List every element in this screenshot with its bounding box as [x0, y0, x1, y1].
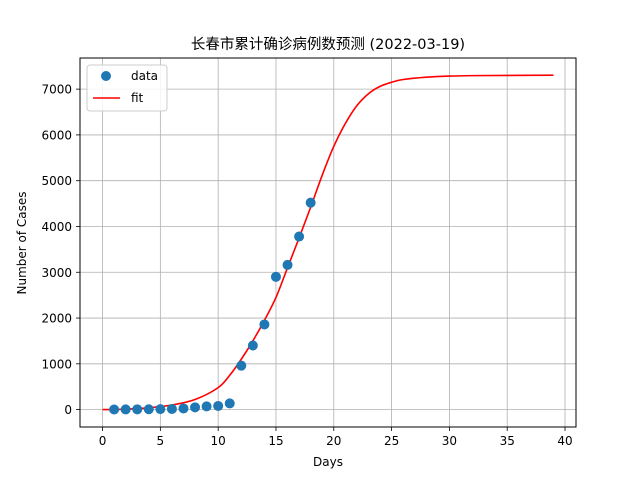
- x-axis: 0 5 10 15 20 25 30 35 40: [99, 427, 573, 448]
- data-point: [132, 404, 143, 415]
- data-point: [247, 340, 258, 351]
- data-point: [201, 401, 212, 412]
- x-tick-label: 15: [268, 434, 283, 448]
- y-tick-label: 3000: [41, 266, 72, 280]
- y-tick-label: 4000: [41, 220, 72, 234]
- y-tick-label: 6000: [41, 128, 72, 142]
- data-point: [120, 404, 131, 415]
- data-series: [109, 197, 316, 415]
- data-point: [224, 398, 235, 409]
- data-point: [305, 197, 316, 208]
- x-tick-label: 20: [326, 434, 341, 448]
- x-tick-label: 10: [211, 434, 226, 448]
- y-tick-label: 5000: [41, 174, 72, 188]
- data-point: [190, 402, 201, 413]
- data-point: [143, 404, 154, 415]
- x-axis-label: Days: [313, 455, 343, 469]
- data-point: [259, 319, 270, 330]
- data-point: [236, 360, 247, 371]
- x-tick-label: 25: [384, 434, 399, 448]
- data-point: [166, 403, 177, 414]
- data-point: [109, 404, 120, 415]
- data-point: [270, 271, 281, 282]
- data-point: [213, 400, 224, 411]
- y-tick-label: 2000: [41, 312, 72, 326]
- legend: data fit: [86, 64, 168, 112]
- y-tick-label: 0: [64, 403, 72, 417]
- grid: [80, 58, 576, 427]
- x-tick-label: 40: [557, 434, 572, 448]
- x-tick-label: 30: [442, 434, 457, 448]
- y-axis-label: Number of Cases: [15, 191, 29, 294]
- data-point: [282, 259, 293, 270]
- data-point: [294, 231, 305, 242]
- data-point: [178, 403, 189, 414]
- x-tick-label: 5: [157, 434, 165, 448]
- legend-marker-data: [101, 71, 111, 81]
- x-tick-label: 35: [500, 434, 515, 448]
- chart-title: 长春市累计确诊病例数预测 (2022-03-19): [191, 36, 465, 53]
- legend-label-fit: fit: [131, 91, 144, 105]
- data-point: [155, 404, 166, 415]
- legend-label-data: data: [131, 69, 158, 83]
- plot-frame: [79, 57, 577, 428]
- y-tick-label: 7000: [41, 83, 72, 97]
- x-tick-label: 0: [99, 434, 107, 448]
- y-axis: 0 1000 2000 3000 4000 5000 6000 7000: [41, 83, 80, 417]
- y-tick-label: 1000: [41, 357, 72, 371]
